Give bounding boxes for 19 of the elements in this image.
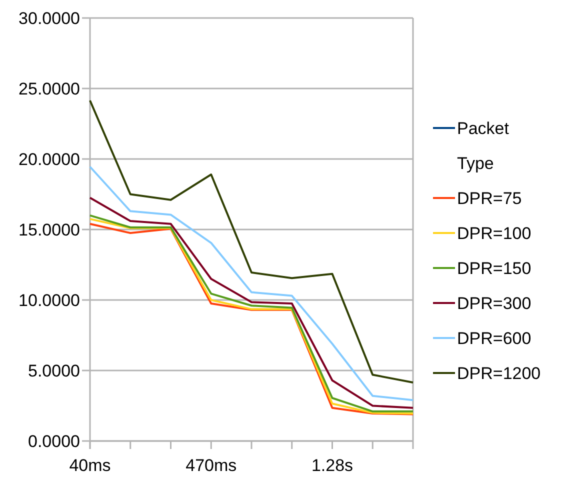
x-tick-label: 470ms <box>186 456 237 475</box>
y-tick-label: 10.0000 <box>18 290 80 310</box>
line-series <box>89 99 414 384</box>
legend-label: DPR=75 <box>457 189 522 208</box>
legend-label: DPR=100 <box>457 224 532 243</box>
line-series <box>89 166 414 402</box>
y-tick-label: 30.0000 <box>18 8 80 28</box>
y-tick-label: 0.0000 <box>28 432 80 451</box>
legend-label: DPR=150 <box>457 259 532 278</box>
y-tick-label: 20.0000 <box>18 150 80 169</box>
legend-label: DPR=1200 <box>457 364 541 383</box>
x-tick-label: 1.28s <box>311 456 354 475</box>
y-tick-label: 25.0000 <box>18 79 80 98</box>
y-tick-label: 15.0000 <box>18 220 80 240</box>
x-tick-label: 40ms <box>69 456 111 475</box>
legend-label: Packet Type <box>457 119 510 173</box>
legend-label: DPR=300 <box>457 294 532 313</box>
y-tick-label: 5.0000 <box>28 361 80 380</box>
legend-label: DPR=600 <box>457 329 532 348</box>
